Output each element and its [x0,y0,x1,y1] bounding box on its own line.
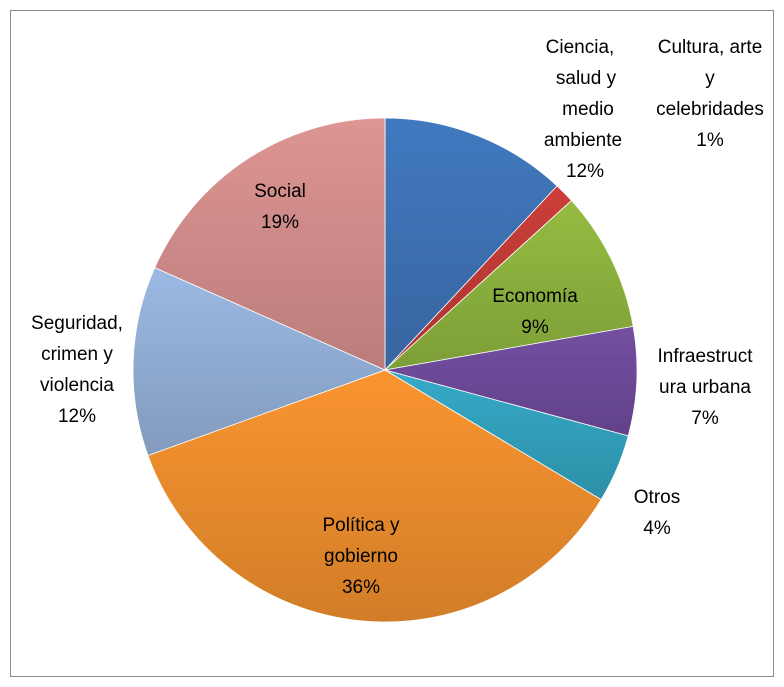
slice-label-line: gobierno [324,546,398,567]
pie-slice-4 [384,325,638,437]
slice-label-line: y [705,68,715,89]
slice-label-line: Cultura, arte [658,37,763,58]
pie-slices [132,117,638,623]
slice-label-1: Ciencia, salud y medio ambiente 12% [544,37,622,182]
slice-label-6: Política y gobierno 36% [322,515,400,598]
slice-label-line: 12% [566,161,604,182]
slice-label-4: Infraestruct ura urbana 7% [657,346,753,429]
slice-label-line: 1% [696,130,724,151]
slice-label-line: 7% [691,408,719,429]
pie-slice-3 [383,199,634,371]
slice-label-line: Política y [322,515,400,536]
slice-label-line: ambiente [544,130,622,151]
slice-label-line: Social [254,181,306,202]
slice-label-5: Otros 4% [634,487,680,539]
slice-label-line: ura urbana [659,377,751,398]
slice-label-line: medio [562,99,614,120]
slice-label-7: Seguridad, crimen y violencia 12% [31,313,123,427]
slice-label-line: 19% [261,212,299,233]
slice-label-line: crimen y [41,344,113,365]
slice-label-8: Social 19% [254,181,306,233]
slice-label-2: Cultura, arte y celebridades 1% [656,37,764,151]
slice-label-line: 4% [643,518,671,539]
slice-label-line: 9% [521,317,549,338]
pie-slice-6 [147,369,602,623]
slice-label-line: Infraestruct [657,346,753,367]
slice-label-3: Economía 9% [492,286,578,338]
slice-label-line: Seguridad, [31,313,123,334]
slice-label-line: Otros [634,487,680,508]
slice-label-line: celebridades [656,99,764,120]
slice-label-line: Economía [492,286,578,307]
slice-label-line: 36% [342,577,380,598]
slice-labels: Ciencia, salud y medio ambiente 12% Cultura, … [31,37,764,598]
pie-slice-1 [384,117,558,372]
pie-slice-7 [132,267,387,457]
slice-label-line: Ciencia, [546,37,615,58]
slice-label-line: violencia [40,375,114,396]
pie-slice-8 [154,117,386,371]
slice-label-line: salud y [556,68,617,89]
slice-label-line: 12% [58,406,96,427]
